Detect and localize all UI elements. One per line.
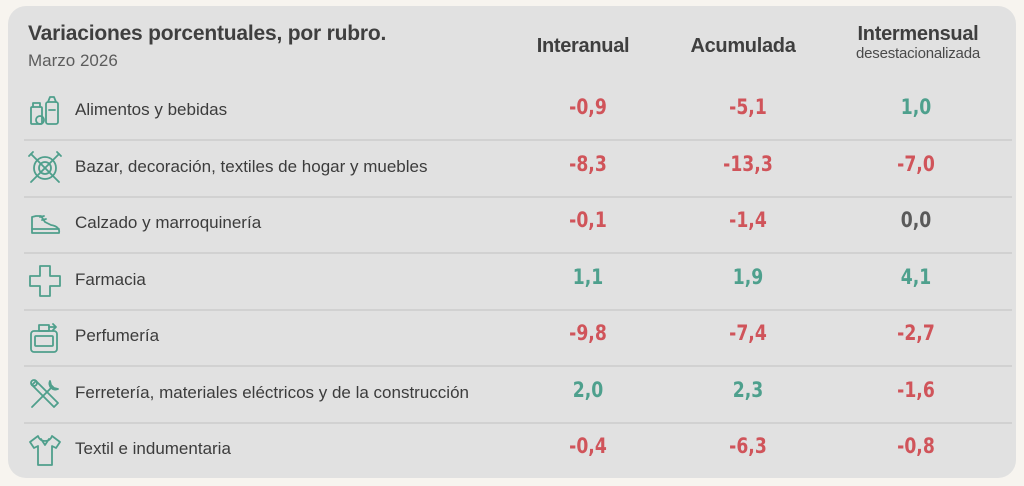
value-intermensual: -1,6 xyxy=(897,377,935,402)
value-interanual: -8,3 xyxy=(569,151,607,176)
value-interanual: -0,9 xyxy=(569,95,607,119)
table-card: Variaciones porcentuales, por rubro. Mar… xyxy=(8,6,1016,478)
value-interanual: 1,1 xyxy=(572,264,604,289)
value-acumulada: 2,3 xyxy=(732,377,764,402)
tools-icon xyxy=(26,375,64,413)
row-label: Textil e indumentaria xyxy=(75,439,231,458)
value-acumulada: -7,4 xyxy=(729,321,767,345)
table-row: Calzado y marroquinería -0,1 -1,4 0,0 xyxy=(24,196,1012,254)
value-interanual: -9,8 xyxy=(569,321,607,345)
value-acumulada: -1,4 xyxy=(729,208,767,232)
row-label: Perfumería xyxy=(75,326,160,345)
value-acumulada: -6,3 xyxy=(729,434,767,458)
value-intermensual: -7,0 xyxy=(897,151,935,176)
shirt-icon xyxy=(26,431,64,469)
value-interanual: -0,4 xyxy=(569,434,607,458)
value-acumulada: -13,3 xyxy=(723,151,773,176)
column-header-acumulada: Acumulada xyxy=(668,35,818,58)
column-header-intermensual: Intermensual desestacionalizada xyxy=(833,23,1003,62)
table-row: Textil e indumentaria -0,4 -6,3 -0,8 xyxy=(24,422,1012,478)
row-label: Ferretería, materiales eléctricos y de l… xyxy=(75,382,469,402)
table-row: Alimentos y bebidas -0,9 -5,1 1,0 xyxy=(24,83,1012,141)
column-header-intermensual-sublabel: desestacionalizada xyxy=(856,45,980,62)
perfume-bottle-icon xyxy=(26,318,64,356)
column-header-intermensual-label: Intermensual xyxy=(857,23,979,45)
chart-title: Variaciones porcentuales, por rubro. xyxy=(28,22,387,45)
value-intermensual: -2,7 xyxy=(897,321,935,345)
value-interanual: -0,1 xyxy=(569,208,607,232)
groceries-icon xyxy=(26,92,64,130)
table-row: Bazar, decoración, textiles de hogar y m… xyxy=(24,140,1012,198)
value-interanual: 2,0 xyxy=(572,377,604,402)
value-intermensual: 0,0 xyxy=(900,208,932,232)
row-label: Farmacia xyxy=(75,269,146,289)
row-label: Alimentos y bebidas xyxy=(75,100,228,119)
table-row: Perfumería -9,8 -7,4 -2,7 xyxy=(24,309,1012,367)
value-intermensual: -0,8 xyxy=(897,434,935,458)
column-header-interanual: Interanual xyxy=(508,35,658,58)
value-intermensual: 4,1 xyxy=(900,264,932,289)
row-label: Calzado y marroquinería xyxy=(75,213,262,232)
value-acumulada: 1,9 xyxy=(732,264,764,289)
column-header-interanual-label: Interanual xyxy=(536,35,630,57)
value-acumulada: -5,1 xyxy=(729,95,767,119)
chart-subtitle: Marzo 2026 xyxy=(28,51,118,70)
plate-cutlery-icon xyxy=(26,149,64,187)
table-row: Farmacia 1,1 1,9 4,1 xyxy=(24,253,1012,311)
value-intermensual: 1,0 xyxy=(900,95,932,119)
column-header-acumulada-label: Acumulada xyxy=(690,35,796,57)
sneaker-icon xyxy=(26,205,64,243)
table-row: Ferretería, materiales eléctricos y de l… xyxy=(24,366,1012,424)
pharmacy-cross-icon xyxy=(26,262,64,300)
row-label: Bazar, decoración, textiles de hogar y m… xyxy=(75,156,428,176)
